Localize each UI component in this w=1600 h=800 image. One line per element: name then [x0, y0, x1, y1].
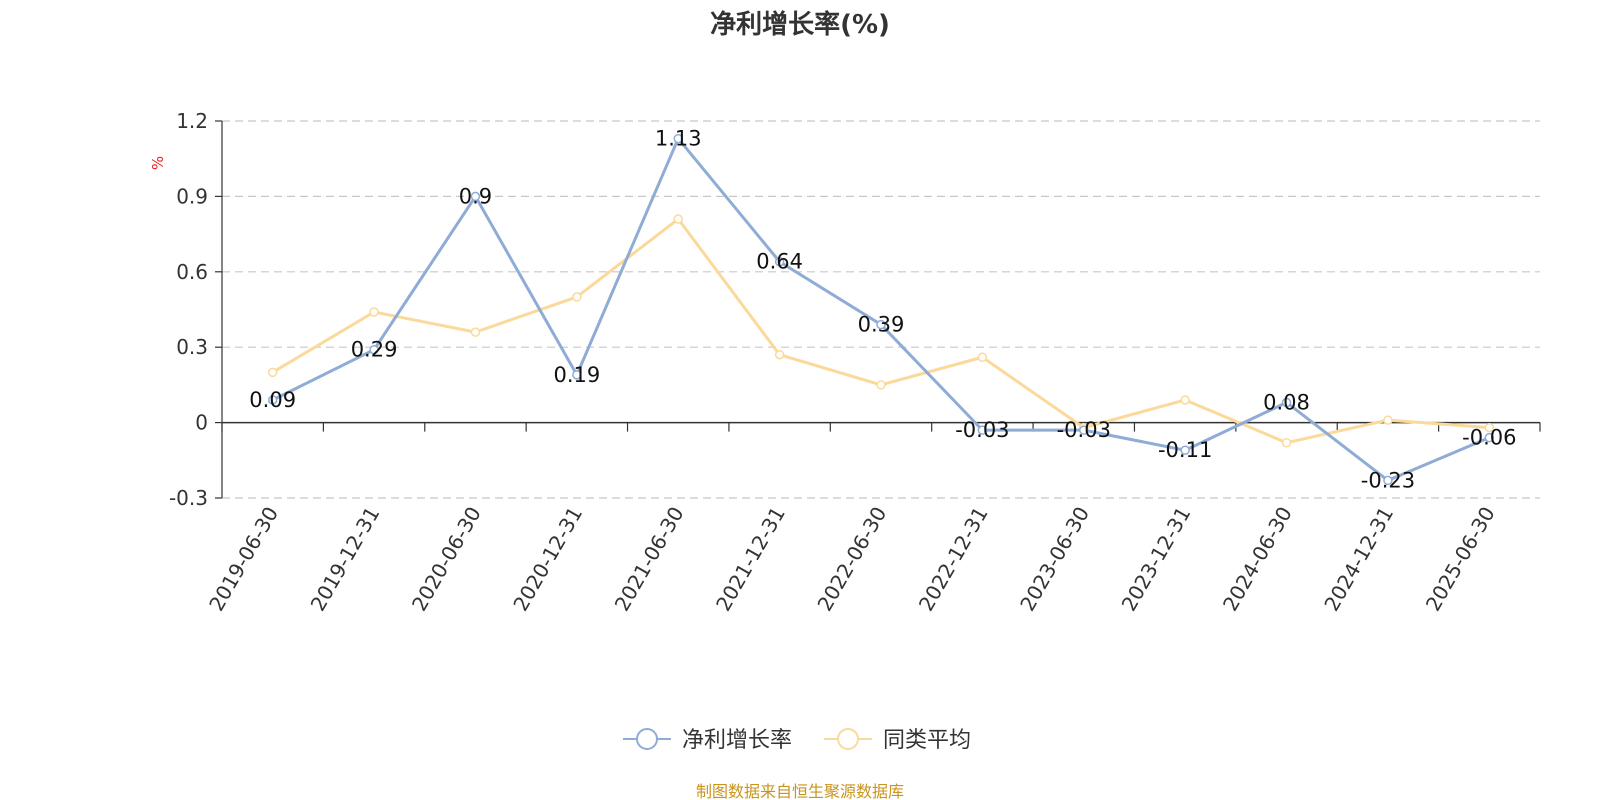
data-label: -0.23	[1361, 468, 1415, 492]
x-tick-label: 2023-12-31	[1117, 503, 1196, 616]
legend-series-2-marker	[837, 728, 859, 750]
series-lines	[267, 133, 1495, 486]
data-label: -0.06	[1462, 426, 1516, 450]
x-tick-label: 2024-12-31	[1319, 503, 1398, 616]
x-tick-label: 2019-12-31	[306, 503, 385, 616]
data-label: 0.9	[459, 184, 492, 208]
legend-series-1-marker	[636, 728, 658, 750]
series-2-point[interactable]	[470, 327, 481, 337]
data-label: 0.29	[351, 338, 398, 362]
series-1-point[interactable]	[1079, 425, 1089, 435]
x-tick-label: 2023-06-30	[1015, 503, 1094, 616]
data-labels: 0.09 0.29 0.9 0.19 1.13 0.64 0.39 -0.03 -0.03 -0.…	[249, 127, 1516, 493]
series-1-point[interactable]	[267, 395, 278, 405]
x-tick-label: 2019-06-30	[204, 503, 283, 616]
data-label: -0.03	[1057, 418, 1111, 442]
y-tick-label: 1.2	[176, 109, 208, 133]
legend-item-series-1[interactable]: 净利增长率	[623, 728, 792, 753]
x-tick-label: 2021-06-30	[610, 503, 689, 616]
data-label: 1.13	[655, 127, 702, 151]
chart-title: 净利增长率(%)	[710, 9, 890, 40]
data-label: 0.39	[858, 313, 905, 337]
series-1-point[interactable]	[369, 344, 379, 355]
series-1-point[interactable]	[572, 370, 582, 380]
series-2-point[interactable]	[1383, 415, 1393, 425]
series-2-point[interactable]	[977, 352, 988, 363]
series-2-point[interactable]	[673, 214, 683, 224]
series-2-point[interactable]	[1484, 422, 1495, 433]
series-1-point[interactable]	[470, 191, 481, 202]
x-tick-label: 2020-12-31	[508, 503, 587, 616]
data-label: 0.08	[1263, 390, 1310, 414]
x-tick-label: 2022-06-30	[812, 503, 891, 616]
data-source-note: 制图数据来自恒生聚源数据库	[696, 782, 904, 800]
series-2-point[interactable]	[572, 292, 582, 302]
x-tick-label: 2024-06-30	[1218, 503, 1297, 616]
data-label: -0.03	[955, 418, 1009, 442]
x-tick-label: 2020-06-30	[407, 503, 486, 616]
series-1-point[interactable]	[876, 319, 886, 330]
y-axis-label: %	[149, 156, 167, 170]
y-tick-label: 0.3	[176, 335, 208, 359]
series-1-line	[272, 137, 1490, 482]
data-label: 0.64	[756, 250, 803, 274]
axes: -0.3 0 0.3 0.6 0.9 1.2 2019-06-30 2019-12-31 202…	[169, 109, 1541, 616]
grid-lines	[222, 120, 1540, 499]
series-2-point[interactable]	[1180, 395, 1190, 405]
series-2-point[interactable]	[1281, 437, 1292, 448]
series-2-point[interactable]	[876, 380, 886, 390]
y-tick-label: -0.3	[169, 486, 208, 510]
series-1-point[interactable]	[1180, 445, 1190, 455]
series-1-point[interactable]	[1484, 432, 1495, 443]
legend-series-1-label: 净利增长率	[682, 728, 792, 753]
legend: 净利增长率 同类平均	[623, 728, 971, 753]
x-tick-label: 2022-12-31	[914, 503, 993, 616]
series-1-point[interactable]	[977, 425, 988, 435]
series-1-point[interactable]	[1281, 397, 1292, 408]
y-tick-label: 0.6	[176, 260, 208, 284]
data-label: -0.11	[1158, 438, 1212, 462]
series-1-point[interactable]	[774, 256, 785, 267]
x-tick-label: 2025-06-30	[1421, 503, 1500, 616]
y-tick-label: 0	[195, 411, 208, 435]
series-1-point[interactable]	[1383, 475, 1393, 486]
series-2-point[interactable]	[369, 307, 379, 317]
y-tick-label: 0.9	[176, 184, 208, 208]
legend-series-2-label: 同类平均	[883, 728, 971, 753]
series-2-point[interactable]	[267, 367, 278, 378]
legend-item-series-2[interactable]: 同类平均	[824, 728, 971, 753]
data-label: 0.09	[249, 388, 296, 412]
x-tick-label: 2021-12-31	[711, 503, 790, 616]
series-2-point[interactable]	[774, 349, 785, 360]
data-label: 0.19	[553, 363, 600, 387]
series-1-point[interactable]	[673, 133, 683, 144]
